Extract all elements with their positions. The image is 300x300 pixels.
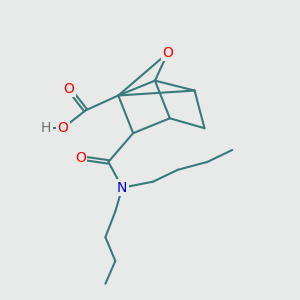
Text: O: O [75, 151, 86, 165]
Text: H: H [41, 121, 51, 135]
Text: O: O [57, 121, 68, 135]
Text: O: O [162, 46, 173, 60]
Text: O: O [63, 82, 74, 96]
Text: N: N [117, 181, 128, 195]
